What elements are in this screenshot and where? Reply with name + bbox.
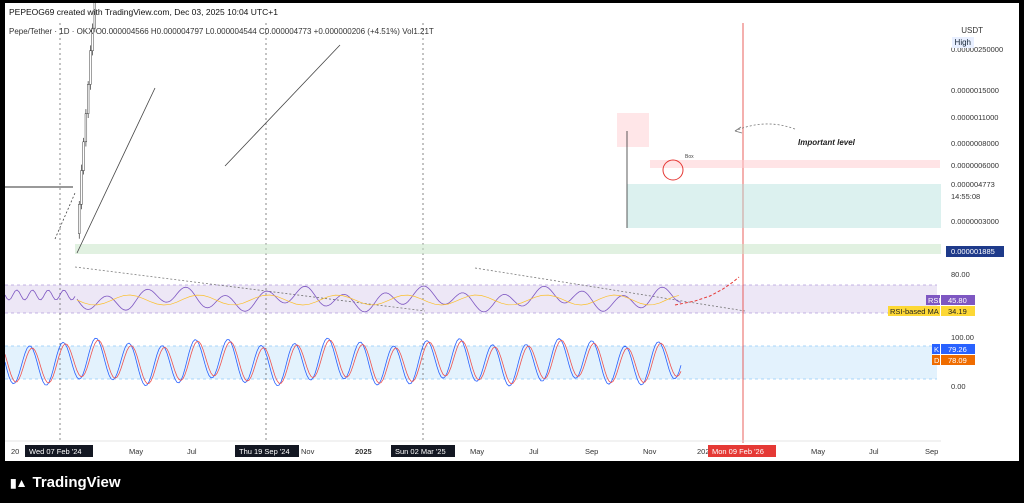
stoch-d-value-bg <box>941 355 975 365</box>
symbol-info-line[interactable]: Pepe/Tether · 1D · OKX O0.000004566 H0.0… <box>9 27 434 36</box>
time-tick: 202 <box>697 447 710 456</box>
rsi-top-tick: 80.00 <box>951 270 970 279</box>
countdown-label: 14:55:08 <box>951 192 980 201</box>
candle-body <box>91 27 94 51</box>
stoch-d-label: D <box>934 356 940 365</box>
rsi-line-left <box>5 289 76 301</box>
price-series <box>78 3 96 239</box>
date-tag: Mon 09 Feb '26 <box>712 447 764 456</box>
price-zones <box>5 113 941 254</box>
chart-panel: Important level Box 0.00000250000 0.0000… <box>5 3 1019 461</box>
rally-line-1 <box>76 87 156 254</box>
price-tick: 0.0000008000 <box>951 139 999 148</box>
currency-label: USDT <box>961 26 983 35</box>
rsi-line <box>76 285 682 313</box>
stoch-top-tick: 100.00 <box>951 333 974 342</box>
stoch-d-tag-bg <box>932 355 940 365</box>
rsi-trendline <box>74 266 426 312</box>
time-tick: May <box>129 447 143 456</box>
stoch-k-label: K <box>934 345 939 354</box>
rsi-tag-bg <box>926 295 940 305</box>
time-tick: May <box>811 447 825 456</box>
stoch-d-value: 78.09 <box>948 356 967 365</box>
price-tick: 0.0000006000 <box>951 161 999 170</box>
candle-body <box>80 170 83 205</box>
candle-body <box>84 113 88 143</box>
author-credit: PEPEOG69 created with TradingView.com, D… <box>9 7 278 17</box>
rsi-ma-value: 34.19 <box>948 307 967 316</box>
tradingview-mark-icon: ▮▲ <box>10 476 28 490</box>
time-tick: Jul <box>187 447 197 456</box>
rsi-ma-label: RSI-based MA <box>890 307 939 316</box>
time-tick: Sep <box>585 447 598 456</box>
rsi-ma-value-bg <box>941 306 975 316</box>
price-tick: 0.0000015000 <box>951 86 999 95</box>
vertical-markers <box>59 23 744 443</box>
support-price-tag: 0.000001885 <box>951 247 995 256</box>
price-tick: 0.0000011000 <box>951 113 998 122</box>
price-scale[interactable]: 0.00000250000 0.0000015000 0.0000011000 … <box>888 45 1004 391</box>
price-tick: 0.00000250000 <box>951 45 1003 54</box>
rally-line-2 <box>224 44 341 167</box>
trendlines <box>54 44 796 312</box>
stoch-k-tag-bg <box>932 344 940 354</box>
red-level-zone <box>650 160 940 168</box>
stoch-k-value-bg <box>941 344 975 354</box>
time-tick: Nov <box>301 447 315 456</box>
stoch-d-line <box>5 339 682 385</box>
brand-name: TradingView <box>32 474 121 491</box>
rsi-projection <box>674 276 740 306</box>
time-tick: 20 <box>11 447 19 456</box>
time-tick: Nov <box>643 447 657 456</box>
green-base-zone <box>75 244 941 254</box>
highlight-circle <box>662 159 684 181</box>
candle-body <box>78 204 81 234</box>
date-tag-bg-red <box>708 445 776 457</box>
rsi-series <box>5 285 682 313</box>
time-tick: Jul <box>529 447 539 456</box>
date-tag: Wed 07 Feb '24 <box>29 447 82 456</box>
arrow-head <box>734 126 743 134</box>
rsi-tag-label: RSI <box>928 296 941 305</box>
stoch-k-value: 79.26 <box>948 345 967 354</box>
candle-body <box>82 141 85 171</box>
candle-body <box>87 84 90 114</box>
stoch-k-line <box>5 337 682 387</box>
left-dashed-line <box>54 192 76 240</box>
red-zone <box>617 113 649 147</box>
date-tag: Sun 02 Mar '25 <box>395 447 446 456</box>
date-tag-bg <box>391 445 455 457</box>
rsi-value-bg <box>941 295 975 305</box>
rsi-ma-tag-bg <box>888 306 940 316</box>
price-chart[interactable]: Important level Box 0.00000250000 0.0000… <box>5 3 1019 461</box>
footer-bar: ▮▲ TradingView <box>0 462 1024 503</box>
tradingview-logo[interactable]: ▮▲ TradingView <box>10 474 121 491</box>
candle-body <box>93 3 96 29</box>
last-price-label: 0.000004773 <box>951 180 995 189</box>
time-tick: Jul <box>869 447 879 456</box>
high-tag: High <box>951 37 974 48</box>
time-tick: May <box>470 447 484 456</box>
stoch-bottom-tick: 0.00 <box>951 382 966 391</box>
time-axis[interactable]: 20 May Jul Nov 2025 May Jul Sep Nov 202 … <box>5 440 941 457</box>
support-price-tag-bg <box>946 246 1004 257</box>
date-tag-bg <box>235 445 299 457</box>
important-level-label: Important level <box>798 138 856 147</box>
stoch-series <box>5 337 682 387</box>
time-tick: Sep <box>925 447 938 456</box>
rsi-ma-line <box>76 294 679 306</box>
important-level-arrow <box>734 123 796 132</box>
support-zone <box>627 184 941 228</box>
date-tag: Thu 19 Sep '24 <box>239 447 290 456</box>
price-tick: 0.0000003000 <box>951 217 999 226</box>
time-tick: 2025 <box>355 447 372 456</box>
candle-body <box>89 50 92 85</box>
rsi-value: 45.80 <box>948 296 967 305</box>
box-tag: Box <box>685 154 694 160</box>
date-tag-bg <box>25 445 93 457</box>
rsi-trendline-2 <box>474 267 746 312</box>
